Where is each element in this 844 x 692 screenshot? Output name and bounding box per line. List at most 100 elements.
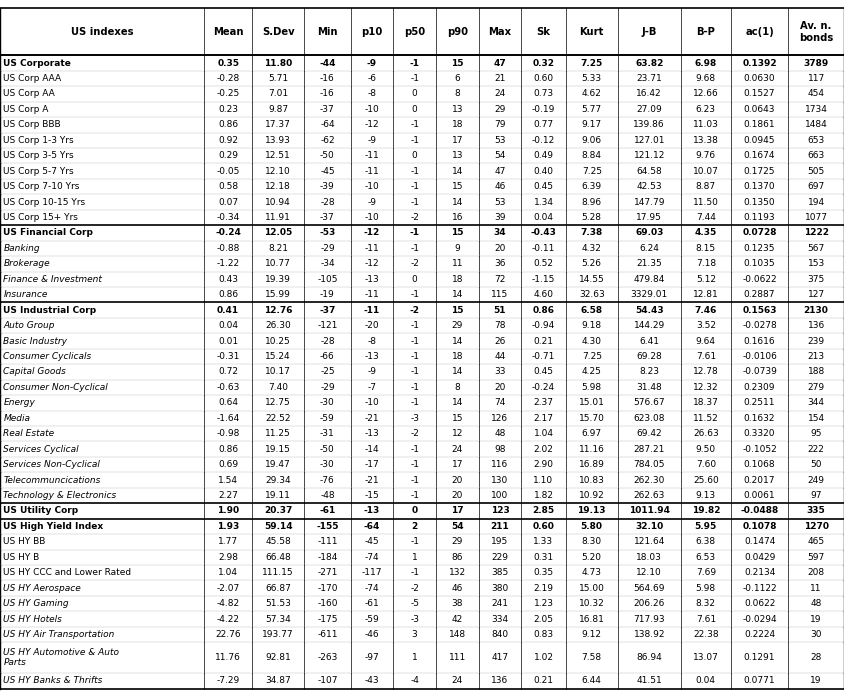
Text: 12.32: 12.32 [693,383,718,392]
Text: 46: 46 [495,182,506,191]
Text: 42.53: 42.53 [636,182,662,191]
Text: 1.34: 1.34 [533,198,554,207]
Text: 13.93: 13.93 [265,136,291,145]
Text: 17: 17 [452,136,463,145]
Text: 0.1035: 0.1035 [744,260,776,268]
Text: -53: -53 [319,228,336,237]
Text: 1734: 1734 [804,105,828,114]
Text: 4.25: 4.25 [582,367,602,376]
Text: 7.25: 7.25 [581,59,603,68]
Text: Media: Media [3,414,30,423]
Text: US Corporate: US Corporate [3,59,71,68]
Text: 21.35: 21.35 [636,260,662,268]
Text: -61: -61 [319,507,336,516]
Text: 3789: 3789 [803,59,829,68]
Text: -2: -2 [410,429,419,438]
Text: Mean: Mean [213,27,243,37]
Text: 32.10: 32.10 [635,522,663,531]
Text: 8.96: 8.96 [582,198,602,207]
Text: 11.76: 11.76 [215,653,241,662]
Text: -1: -1 [410,120,419,129]
Text: 7.46: 7.46 [695,306,717,315]
Text: 0: 0 [412,105,418,114]
Text: 148: 148 [449,630,466,639]
Text: -1: -1 [410,475,419,484]
Text: 19: 19 [810,676,822,685]
Text: 11.03: 11.03 [693,120,719,129]
Text: -121: -121 [317,321,338,330]
Text: 0.1725: 0.1725 [744,167,776,176]
Text: 29: 29 [452,321,463,330]
Text: 1.04: 1.04 [533,429,554,438]
Text: US HY Gaming: US HY Gaming [3,599,69,608]
Text: 19.11: 19.11 [265,491,291,500]
Text: -62: -62 [320,136,335,145]
Text: US Corp 3-5 Yrs: US Corp 3-5 Yrs [3,152,74,161]
Text: 9.50: 9.50 [695,445,716,454]
Text: 22.76: 22.76 [215,630,241,639]
Text: 697: 697 [808,182,825,191]
Text: 74: 74 [495,399,506,408]
Text: 1.77: 1.77 [218,537,238,546]
Text: 3: 3 [412,630,418,639]
Text: 54: 54 [495,152,506,161]
Text: 0.0622: 0.0622 [744,599,776,608]
Text: 154: 154 [808,414,825,423]
Text: 1.93: 1.93 [217,522,240,531]
Text: 18.37: 18.37 [693,399,719,408]
Text: 100: 100 [491,491,509,500]
Text: 59.14: 59.14 [264,522,293,531]
Text: -12: -12 [364,228,380,237]
Text: -20: -20 [365,321,379,330]
Text: Av. n.
bonds: Av. n. bonds [799,21,833,43]
Text: 12: 12 [452,429,463,438]
Text: 0.2511: 0.2511 [744,399,776,408]
Text: US HY Air Transportation: US HY Air Transportation [3,630,115,639]
Text: 7.01: 7.01 [268,89,289,98]
Text: -0.43: -0.43 [531,228,556,237]
Text: US Corp 5-7 Yrs: US Corp 5-7 Yrs [3,167,74,176]
Text: -1: -1 [410,74,419,83]
Text: -0.11: -0.11 [532,244,555,253]
Text: 8.23: 8.23 [639,367,659,376]
Text: 10.32: 10.32 [579,599,604,608]
Text: 121.12: 121.12 [634,152,665,161]
Text: -64: -64 [320,120,335,129]
Text: 0.0061: 0.0061 [744,491,776,500]
Text: 33: 33 [494,367,506,376]
Text: 53: 53 [494,198,506,207]
Text: 1.02: 1.02 [533,653,554,662]
Text: 262.30: 262.30 [634,475,665,484]
Text: 3329.01: 3329.01 [630,290,668,299]
Text: 10.92: 10.92 [579,491,604,500]
Text: 126: 126 [491,414,508,423]
Text: 1.23: 1.23 [533,599,554,608]
Text: 2.02: 2.02 [533,445,554,454]
Text: -1: -1 [410,198,419,207]
Text: -1.22: -1.22 [217,260,240,268]
Text: 44: 44 [495,352,506,361]
Text: 42: 42 [452,614,463,623]
Text: 229: 229 [491,553,508,562]
Text: -0.24: -0.24 [532,383,555,392]
Text: 4.62: 4.62 [582,89,602,98]
Text: 465: 465 [808,537,825,546]
Text: 262.63: 262.63 [634,491,665,500]
Text: 14.55: 14.55 [579,275,604,284]
Text: 1.90: 1.90 [217,507,239,516]
Text: 7.18: 7.18 [695,260,716,268]
Text: US Corp 1-3 Yrs: US Corp 1-3 Yrs [3,136,74,145]
Text: 138.92: 138.92 [634,630,665,639]
Text: 12.05: 12.05 [264,228,292,237]
Text: 29.34: 29.34 [265,475,291,484]
Text: 23.71: 23.71 [636,74,662,83]
Text: 8.21: 8.21 [268,244,289,253]
Text: US Corp 10-15 Yrs: US Corp 10-15 Yrs [3,198,85,207]
Text: -59: -59 [320,414,335,423]
Text: -170: -170 [317,583,338,592]
Text: -2.07: -2.07 [217,583,240,592]
Text: 38: 38 [452,599,463,608]
Text: -37: -37 [320,213,335,222]
Text: 47: 47 [494,59,506,68]
Text: 10.94: 10.94 [265,198,291,207]
